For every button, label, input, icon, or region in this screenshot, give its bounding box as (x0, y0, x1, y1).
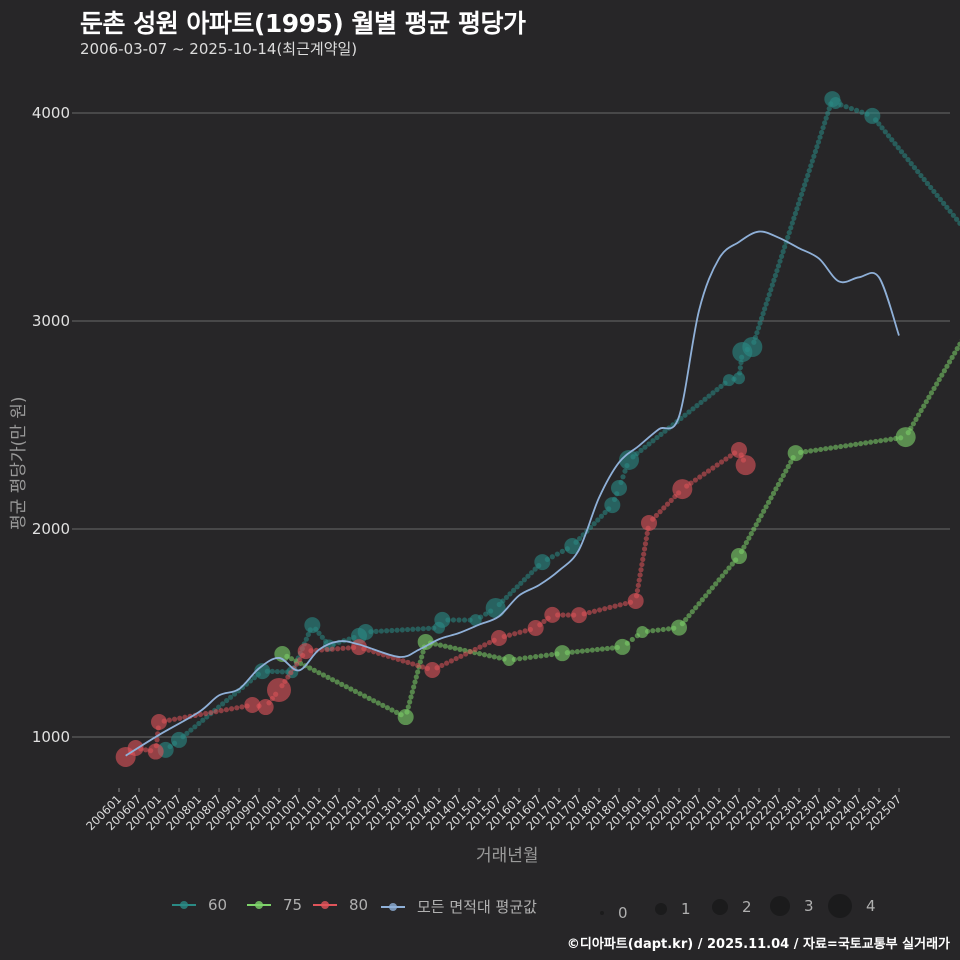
data-point (147, 743, 164, 760)
data-point (491, 629, 507, 646)
data-point (742, 337, 763, 357)
average-line-path (125, 230, 900, 757)
data-point (735, 455, 756, 476)
size-legend-label: 1 (681, 900, 691, 918)
data-point (304, 617, 321, 634)
data-point (544, 606, 561, 623)
y-tick-label: 3000 (32, 312, 70, 330)
data-point (351, 639, 367, 656)
chart-title: 둔촌 성원 아파트(1995) 월별 평균 평당가 (80, 9, 526, 38)
data-point (527, 620, 544, 637)
size-legend-label: 4 (866, 897, 876, 915)
data-point (829, 97, 842, 110)
average-line (125, 230, 900, 757)
size-legend-label: 0 (618, 904, 628, 922)
chart-subtitle: 2006-03-07 ~ 2025-10-14(최근계약일) (80, 40, 358, 58)
y-tick-label: 1000 (32, 728, 70, 746)
data-point (151, 714, 167, 731)
size-legend-item: 2 (712, 898, 752, 916)
data-point (469, 614, 482, 627)
legend-label: 75 (283, 896, 303, 914)
data-point (257, 699, 274, 716)
size-legend-item: 0 (600, 904, 628, 922)
legend-label: 60 (208, 896, 228, 914)
data-point (357, 623, 374, 640)
legend: 60 75 80 모든 면적대 평균값 0 1 2 3 4 (0, 894, 960, 922)
data-point (636, 625, 649, 638)
data-point (434, 611, 451, 628)
y-tick-label: 4000 (32, 104, 70, 122)
series-80 (115, 441, 756, 767)
x-axis-title: 거래년월 (476, 846, 539, 866)
data-point (671, 619, 687, 636)
size-circle-icon (770, 896, 790, 916)
data-point (604, 497, 621, 514)
data-point (244, 696, 261, 713)
data-point (619, 449, 639, 470)
data-point (895, 427, 916, 448)
data-point (864, 107, 881, 124)
size-legend-item: 4 (828, 894, 876, 918)
data-point (641, 514, 657, 531)
data-point (733, 372, 745, 385)
legend-line-icon (381, 902, 405, 911)
y-tick-label: 2000 (32, 520, 70, 538)
legend-label: 모든 면적대 평균값 (417, 898, 537, 916)
data-point (485, 598, 506, 619)
series-60 (157, 91, 960, 758)
size-circle-icon (600, 911, 604, 915)
size-circle-icon (828, 894, 852, 918)
data-point (171, 731, 187, 748)
data-point (267, 677, 291, 702)
legend-item-2: 80 (313, 896, 368, 914)
data-point (417, 633, 434, 650)
legend-item-0: 60 (172, 896, 227, 914)
size-legend-item: 1 (655, 900, 691, 918)
size-legend-item: 3 (770, 896, 814, 916)
legend-item-3: 모든 면적대 평균값 (381, 896, 537, 917)
data-point (731, 548, 747, 565)
size-legend-label: 3 (804, 897, 814, 915)
data-point (672, 479, 693, 500)
legend-line-icon (313, 901, 337, 909)
data-point (611, 480, 627, 497)
size-circle-icon (655, 903, 667, 915)
data-point (614, 638, 631, 655)
data-point (723, 374, 735, 387)
legend-line-icon (247, 901, 271, 909)
legend-line-icon (172, 901, 196, 909)
legend-item-1: 75 (247, 896, 302, 914)
data-point (297, 643, 314, 660)
data-point (627, 592, 644, 609)
x-axis-ticks: 2006012006072007012007072008012008072009… (83, 788, 904, 833)
size-legend-label: 2 (742, 898, 752, 916)
data-point (534, 554, 551, 571)
data-point (564, 538, 581, 555)
size-circle-icon (712, 899, 728, 915)
data-point (503, 654, 515, 667)
legend-label: 80 (349, 896, 369, 914)
data-point (554, 645, 571, 662)
y-axis-ticks: 1000 2000 3000 4000 (32, 104, 76, 746)
gridlines (76, 112, 950, 738)
data-point (254, 663, 271, 680)
data-point (571, 607, 587, 624)
source-credit: ©디아파트(dapt.kr) / 2025.11.04 / 자료=국토교통부 실… (566, 937, 950, 952)
data-point (424, 662, 441, 679)
data-point (731, 441, 747, 458)
data-point (397, 709, 414, 726)
data-series (115, 91, 960, 767)
data-point (787, 445, 804, 462)
